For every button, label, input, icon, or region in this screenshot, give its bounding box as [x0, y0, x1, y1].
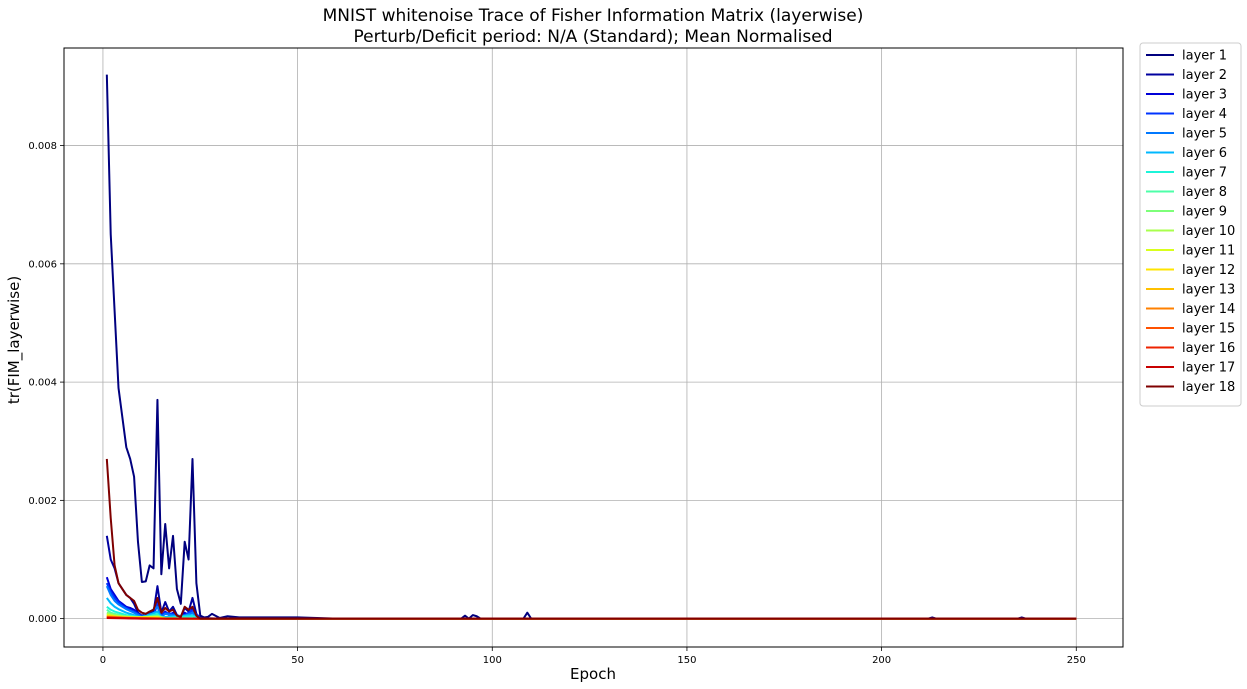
- y-axis-label: tr(FIM_layerwise): [5, 276, 24, 404]
- legend-item-label: layer 14: [1182, 302, 1235, 317]
- legend: layer 1 layer 2 layer 3 layer 4 layer 5 layer…: [1139, 42, 1242, 407]
- y-tick-label: 0.008: [28, 141, 57, 152]
- legend-item-label: layer 9: [1182, 205, 1227, 220]
- legend-item-label: layer 8: [1182, 185, 1227, 200]
- series-line-layer-6: [106, 597, 1077, 620]
- legend-item-label: layer 15: [1182, 322, 1235, 337]
- legend-item-label: layer 4: [1182, 107, 1227, 122]
- y-tick-label: 0.000: [28, 614, 57, 625]
- series-line-layer-18: [105, 458, 1077, 620]
- legend-item-label: layer 7: [1182, 166, 1227, 181]
- legend-item-label: layer 6: [1182, 146, 1227, 161]
- plot-lines: [105, 74, 1077, 620]
- y-tick-label: 0.006: [28, 259, 57, 270]
- legend-item-label: layer 3: [1182, 88, 1227, 103]
- chart-title: MNIST whitenoise Trace of Fisher Informa…: [323, 6, 864, 26]
- y-tick-label: 0.002: [28, 496, 57, 507]
- plot-area-frame: [63, 47, 1124, 648]
- legend-item-label: layer 13: [1182, 283, 1235, 298]
- legend-item-label: layer 18: [1182, 380, 1235, 395]
- legend-item-label: layer 11: [1182, 244, 1235, 259]
- legend-item-label: layer 16: [1182, 341, 1235, 356]
- x-tick-label: 50: [291, 655, 304, 666]
- x-axis-ticks: 0 50 100 150 200 250: [100, 647, 1086, 666]
- x-tick-label: 100: [483, 655, 502, 666]
- y-tick-label: 0.004: [28, 378, 57, 389]
- legend-item-label: layer 5: [1182, 127, 1227, 142]
- x-axis-label: Epoch: [570, 665, 616, 683]
- x-tick-label: 200: [872, 655, 891, 666]
- legend-item-label: layer 12: [1182, 263, 1235, 278]
- y-axis-ticks: 0.000 0.002 0.004 0.006 0.008: [28, 141, 64, 625]
- x-tick-label: 150: [677, 655, 696, 666]
- legend-item-label: layer 17: [1182, 361, 1235, 376]
- x-tick-label: 250: [1067, 655, 1086, 666]
- chart-subtitle: Perturb/Deficit period: N/A (Standard); …: [354, 27, 833, 47]
- legend-item-label: layer 1: [1182, 49, 1227, 64]
- legend-item-label: layer 2: [1182, 68, 1227, 83]
- legend-item-label: layer 10: [1182, 224, 1235, 239]
- x-tick-label: 0: [100, 655, 106, 666]
